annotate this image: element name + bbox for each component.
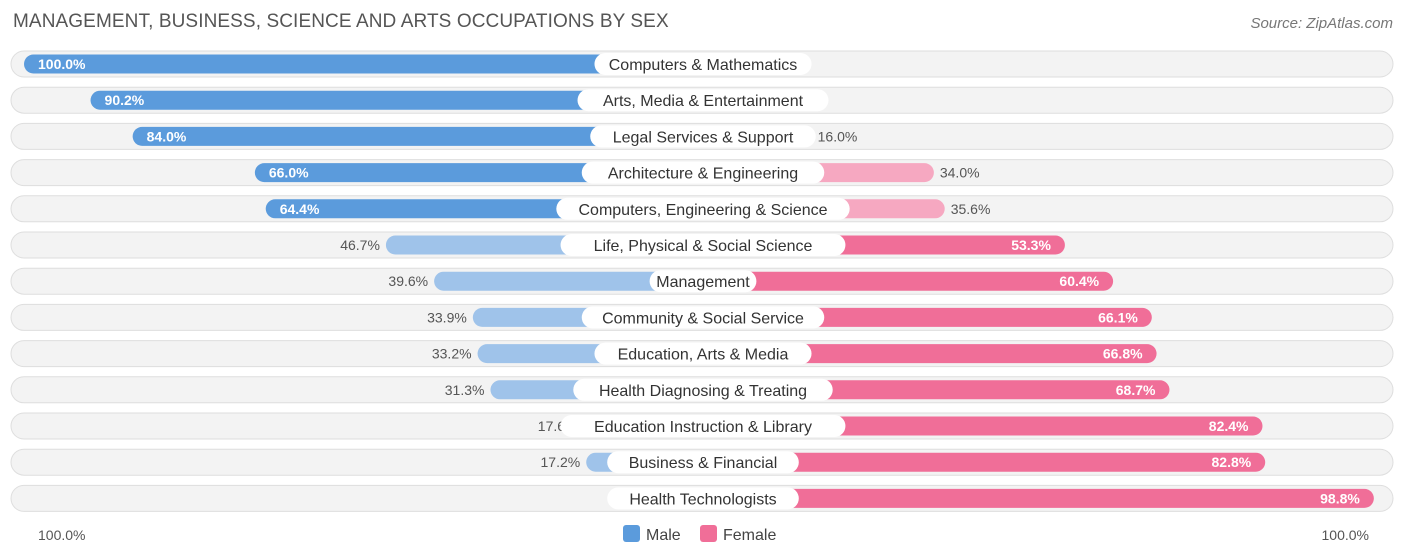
female-value-label: 82.8% [1212,454,1252,470]
female-value-label: 82.4% [1209,418,1249,434]
female-value-label: 53.3% [1011,237,1051,253]
axis-left-label: 100.0% [38,527,85,543]
category-pill [594,53,812,75]
category-label: Education Instruction & Library [594,419,812,436]
male-value-label: 64.4% [280,201,320,217]
category-label: Education, Arts & Media [618,347,789,364]
legend-female-swatch [700,525,717,542]
male-bar[interactable] [434,271,703,291]
male-value-label: 84.0% [147,128,187,144]
chart-title: MANAGEMENT, BUSINESS, SCIENCE AND ARTS O… [13,11,669,32]
female-value-label: 66.1% [1098,309,1138,325]
category-pill [649,270,757,293]
category-label: Community & Social Service [602,310,804,327]
category-pill [573,378,833,401]
male-value-label: 39.6% [388,273,428,289]
legend-male-label: Male [646,527,681,544]
legend-male-swatch [623,525,640,542]
female-value-label: 16.0% [818,128,858,144]
category-label: Legal Services & Support [613,129,794,146]
female-bar[interactable] [703,344,1157,364]
chart-source: Source: ZipAtlas.com [1250,15,1393,32]
female-value-label: 66.8% [1103,346,1143,362]
category-label: Health Diagnosing & Treating [599,383,807,400]
female-value-label: 35.6% [951,201,991,217]
male-value-label: 31.3% [445,382,485,398]
female-value-label: 98.8% [1320,490,1360,506]
category-label: Computers & Mathematics [609,57,798,74]
female-bar[interactable] [703,488,1374,508]
female-value-label: 68.7% [1116,382,1156,398]
category-pill [590,125,816,148]
category-label: Computers, Engineering & Science [578,202,827,219]
axis-right-label: 100.0% [1322,527,1369,543]
category-pill [560,415,846,437]
category-pill [607,487,799,510]
male-value-label: 66.0% [269,165,309,181]
male-bar[interactable] [90,90,704,110]
male-value-label: 33.9% [427,309,467,325]
category-pill [607,451,799,474]
female-value-label: 34.0% [940,165,980,181]
male-bar[interactable] [132,126,703,146]
category-pill [594,342,812,365]
female-bar[interactable] [703,271,1114,291]
category-label: Business & Financial [629,455,778,472]
male-bar[interactable] [24,54,703,74]
female-value-label: 60.4% [1059,273,1099,289]
category-pill [556,197,850,220]
category-label: Arts, Media & Entertainment [603,93,804,110]
category-pill [581,161,825,184]
category-pill [577,89,829,112]
category-pill [560,234,846,256]
legend-female-label: Female [723,527,776,544]
category-label: Life, Physical & Social Science [594,238,813,255]
category-label: Architecture & Engineering [608,166,798,183]
male-value-label: 33.2% [432,346,472,362]
male-value-label: 46.7% [340,237,380,253]
male-value-label: 90.2% [105,92,145,108]
category-pill [581,306,825,329]
category-label: Management [656,274,750,291]
category-label: Health Technologists [629,491,776,508]
male-value-label: 100.0% [38,56,86,72]
male-value-label: 17.2% [541,454,581,470]
female-bar[interactable] [703,452,1266,472]
